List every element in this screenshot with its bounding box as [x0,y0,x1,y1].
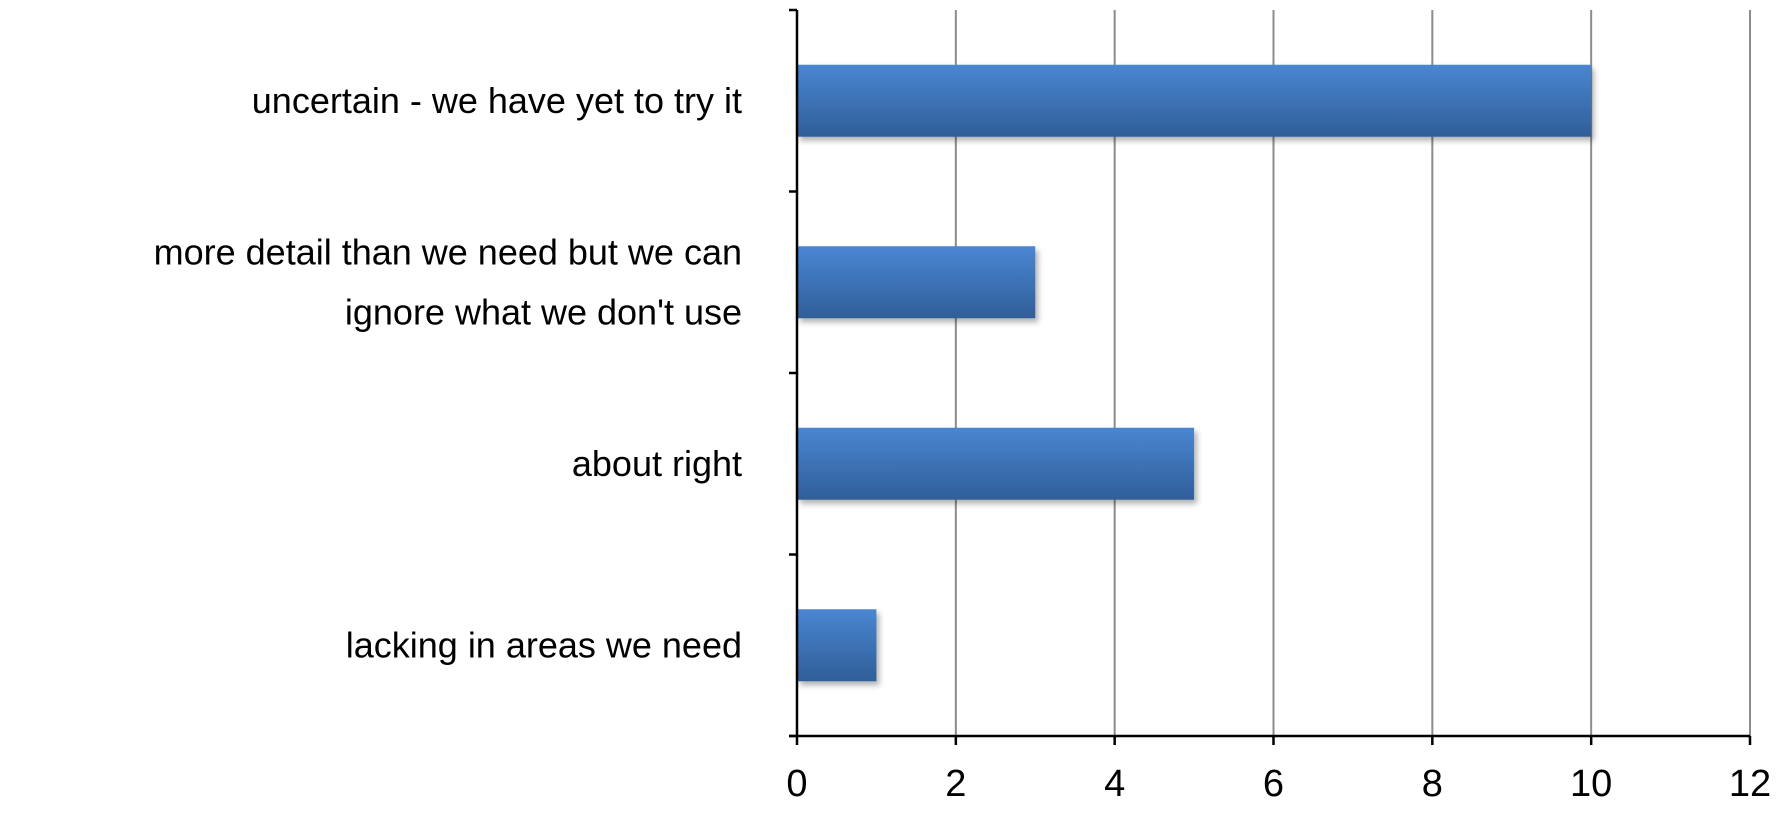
x-tick-label: 0 [786,763,807,805]
category-label: uncertain - we have yet to try it [252,80,742,121]
x-tick-label: 8 [1422,763,1443,805]
x-tick-label: 12 [1729,763,1771,805]
x-tick-label: 6 [1263,763,1284,805]
category-label: about right [572,443,742,484]
x-tick-label: 10 [1570,763,1612,805]
category-label: lacking in areas we need [346,624,742,665]
x-tick-label: 4 [1104,763,1125,805]
labels: 0 2 4 6 8 10 12 uncertain - we have yet to try … [154,80,1772,805]
bars [797,64,1592,682]
bar-1 [797,246,1036,319]
category-label: more detail than we need but we can [154,231,742,272]
bar-2 [797,427,1195,500]
axes [789,8,1752,745]
category-label: ignore what we don't use [345,291,742,332]
bar-3 [797,609,877,682]
x-tick-label: 2 [945,763,966,805]
bar-0 [797,64,1592,137]
